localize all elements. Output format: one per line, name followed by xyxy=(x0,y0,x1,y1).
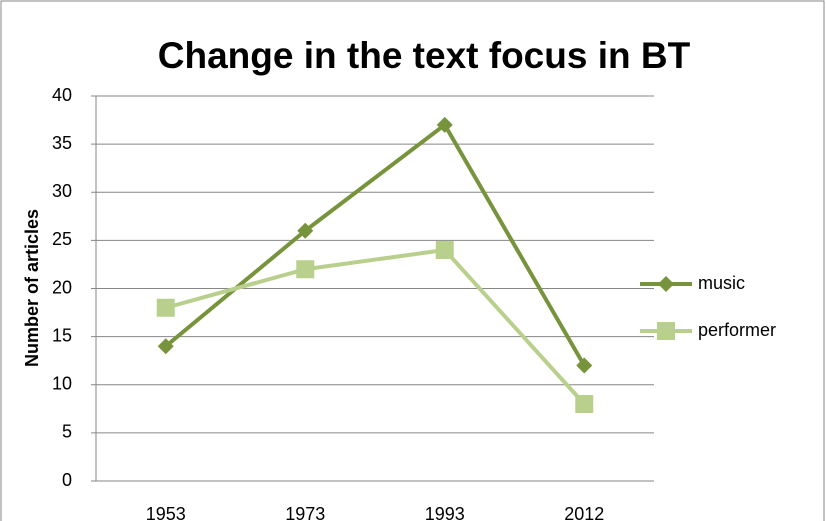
legend-label: performer xyxy=(698,320,776,340)
chart-title: Change in the text focus in BT xyxy=(158,35,691,76)
y-tick-label: 40 xyxy=(52,85,72,105)
x-tick-label: 2012 xyxy=(564,504,604,521)
x-tick-label: 1953 xyxy=(146,504,186,521)
x-tick-label: 1973 xyxy=(285,504,325,521)
y-tick-label: 35 xyxy=(52,133,72,153)
y-tick-label: 25 xyxy=(52,229,72,249)
marker xyxy=(297,222,314,239)
y-tick-label: 0 xyxy=(62,470,72,490)
marker xyxy=(658,276,674,292)
y-tick-label: 10 xyxy=(52,374,72,394)
marker xyxy=(157,338,174,355)
marker xyxy=(575,395,594,413)
marker xyxy=(156,298,175,317)
y-tick-label: 15 xyxy=(52,325,72,345)
x-tick-label: 1993 xyxy=(425,504,465,521)
marker xyxy=(576,357,593,374)
marker xyxy=(296,260,315,279)
y-tick-label: 5 xyxy=(62,422,72,442)
legend-label: music xyxy=(698,273,745,293)
y-tick-label: 20 xyxy=(52,277,72,297)
marker xyxy=(435,241,454,259)
series-line xyxy=(165,248,586,406)
marker xyxy=(436,116,453,133)
y-axis-label: Number of articles xyxy=(22,209,42,367)
marker xyxy=(657,322,675,340)
y-tick-label: 30 xyxy=(52,181,72,201)
